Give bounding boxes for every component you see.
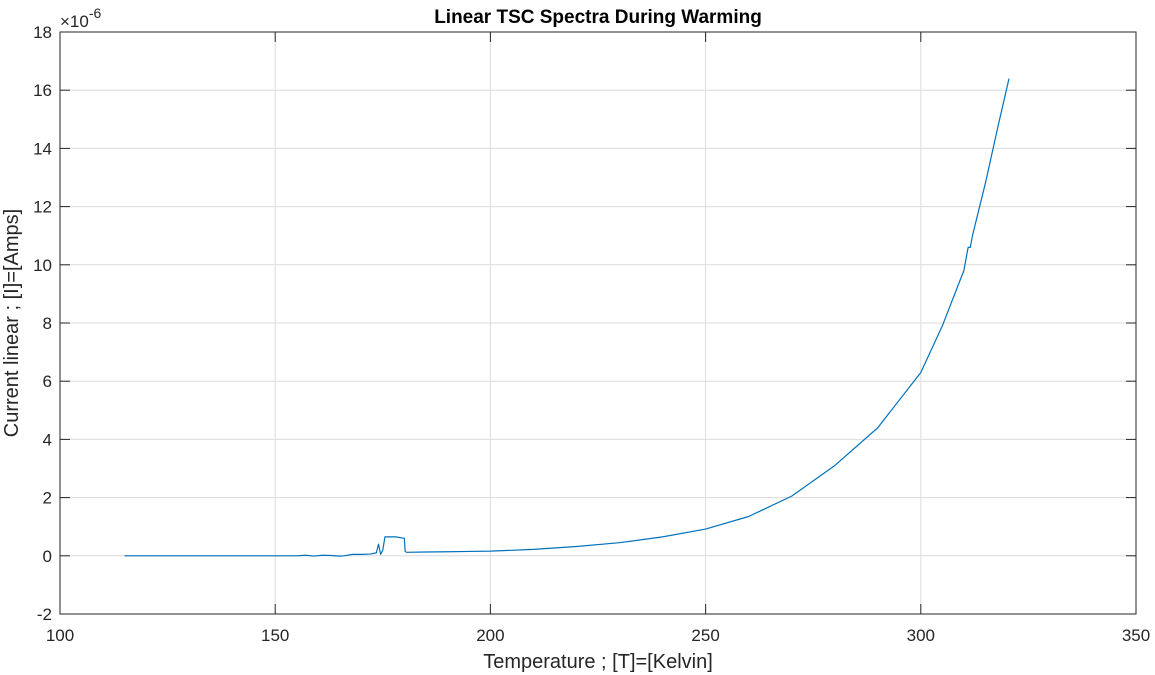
series-line-0 xyxy=(124,78,1010,557)
x-tick-label: 300 xyxy=(907,626,935,645)
tick-label-layer: 100 150 200 250 300 350 -2 0 2 4 6 8 10 12 14 16 18 xyxy=(33,23,1150,645)
y-exponent-base: ×10 xyxy=(60,12,89,31)
y-exponent-power: -6 xyxy=(89,5,102,21)
y-tick-label: 6 xyxy=(43,372,52,391)
x-tick-label: 200 xyxy=(476,626,504,645)
y-axis-label: Current linear ; [I]=[Amps] xyxy=(1,209,23,437)
series-layer xyxy=(124,78,1010,557)
y-tick-label: 16 xyxy=(33,81,52,100)
y-tick-label: 8 xyxy=(43,314,52,333)
y-tick-label: -2 xyxy=(37,605,52,624)
x-tick-label: 150 xyxy=(261,626,289,645)
y-tick-label: 0 xyxy=(43,547,52,566)
y-tick-label: 2 xyxy=(43,489,52,508)
tick-layer xyxy=(59,31,1137,615)
x-tick-label: 100 xyxy=(46,626,74,645)
x-axis-label: Temperature ; [T]=[Kelvin] xyxy=(483,651,713,673)
y-tick-label: 4 xyxy=(43,430,52,449)
x-tick-label: 250 xyxy=(691,626,719,645)
y-tick-label: 12 xyxy=(33,198,52,217)
y-exponent-label: ×10-6 xyxy=(60,5,102,31)
chart-title: Linear TSC Spectra During Warming xyxy=(434,7,762,28)
y-tick-label: 10 xyxy=(33,256,52,275)
y-tick-label: 18 xyxy=(33,23,52,42)
y-tick-label: 14 xyxy=(33,139,52,158)
x-tick-label: 350 xyxy=(1122,626,1150,645)
